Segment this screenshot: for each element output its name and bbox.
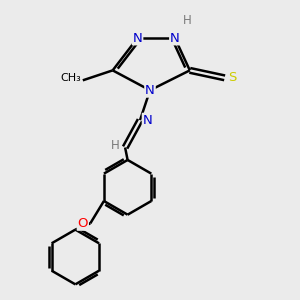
Text: N: N [145,84,155,97]
Text: N: N [133,32,142,44]
Text: H: H [111,139,119,152]
Text: N: N [170,32,180,44]
Text: O: O [78,217,88,230]
Text: N: N [142,114,152,127]
Text: S: S [228,71,236,84]
Text: H: H [183,14,192,27]
Text: CH₃: CH₃ [60,73,81,83]
